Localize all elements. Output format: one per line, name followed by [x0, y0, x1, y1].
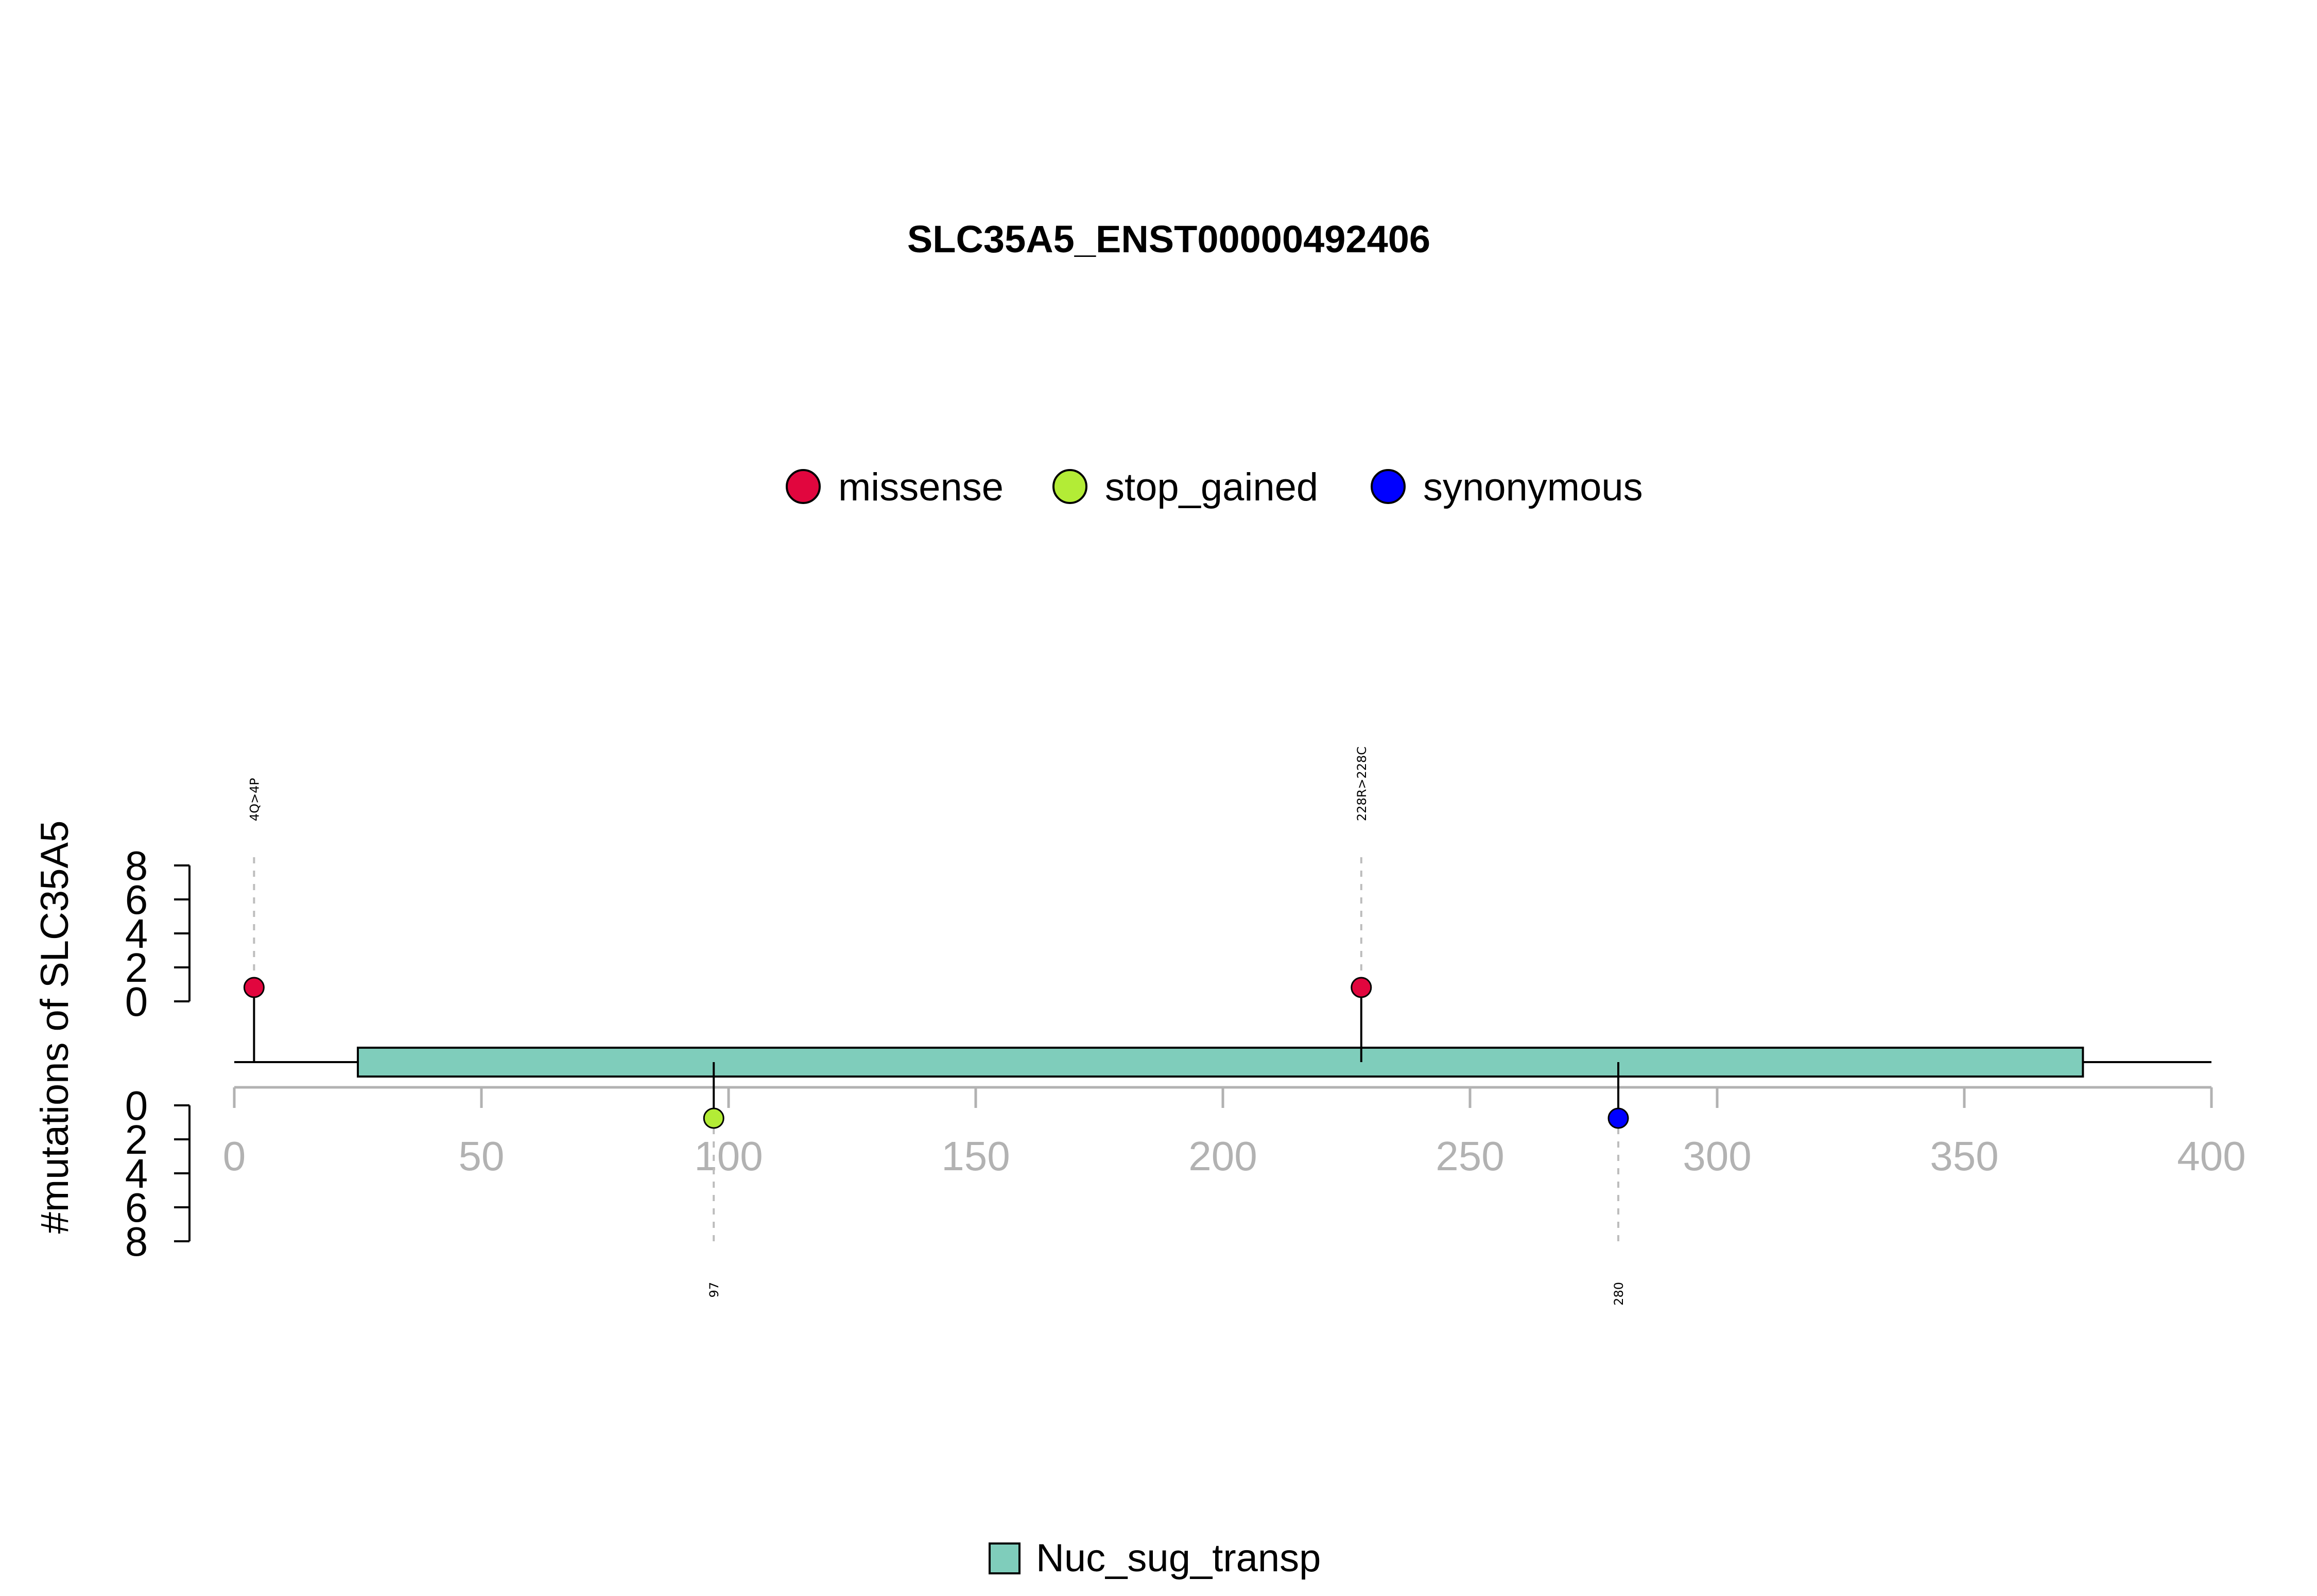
- mutation-point: [243, 977, 265, 998]
- x-tick-label: 50: [459, 1133, 505, 1179]
- x-axis: 0 50 100 150 200 250 300 350 400: [223, 1086, 2246, 1179]
- mutation-label: 97: [707, 1282, 721, 1298]
- domain-legend-swatch: [989, 1542, 1021, 1574]
- y-tick-label-bottom: 4: [125, 1151, 148, 1196]
- y-tick-label-bottom: 2: [125, 1117, 148, 1163]
- legend-item-stop_gained: stop_gained: [1052, 465, 1318, 509]
- mutation-missense: 228R>228C: [1351, 747, 1372, 1062]
- y-tick-label-bottom: 6: [125, 1185, 148, 1230]
- y-tick-label-bottom: 8: [125, 1219, 148, 1264]
- y-axis-label: #mutations of SLC35A5: [33, 821, 77, 1234]
- mutation-point: [703, 1107, 724, 1129]
- x-tick-label: 0: [223, 1133, 246, 1179]
- y-tick-label-top: 4: [125, 911, 148, 957]
- mutation-missense: 4Q>4P: [243, 778, 265, 1062]
- legend: missense stop_gained synonymous: [786, 465, 1643, 509]
- x-tick-label: 150: [941, 1133, 1010, 1179]
- domain-legend-item: Nuc_sug_transp: [989, 1536, 1321, 1580]
- domain-Nuc_sug_transp: [357, 1047, 2084, 1078]
- x-tick-label: 400: [2177, 1133, 2245, 1179]
- y-tick-label-top: 0: [125, 979, 148, 1025]
- legend-marker: [1052, 469, 1087, 504]
- mutation-synonymous: 280: [1607, 1062, 1629, 1306]
- legend-item-missense: missense: [786, 465, 1004, 509]
- y-tick-label-top: 2: [125, 945, 148, 991]
- x-tick-label: 250: [1436, 1133, 1504, 1179]
- legend-item-synonymous: synonymous: [1371, 465, 1643, 509]
- mutation-point: [1351, 977, 1372, 998]
- x-tick-label: 100: [694, 1133, 763, 1179]
- mutation-label: 228R>228C: [1355, 747, 1369, 821]
- mutation-stop_gained: 97: [703, 1062, 724, 1298]
- legend-label: missense: [838, 465, 1004, 509]
- legend-marker: [1371, 469, 1406, 504]
- legend-label: stop_gained: [1105, 465, 1318, 509]
- y-tick-label-top: 8: [125, 843, 148, 889]
- x-tick-label: 350: [1930, 1133, 1998, 1179]
- mutation-point: [1607, 1107, 1629, 1129]
- x-tick-label: 200: [1188, 1133, 1257, 1179]
- domain-legend-label: Nuc_sug_transp: [1036, 1536, 1321, 1580]
- mutation-label: 4Q>4P: [247, 778, 262, 821]
- domain-legend: Nuc_sug_transp: [989, 1536, 1321, 1580]
- mutation-label: 280: [1612, 1282, 1626, 1306]
- legend-marker: [786, 469, 821, 504]
- chart-title: SLC35A5_ENST00000492406: [907, 218, 1430, 261]
- y-tick-label-bottom: 0: [125, 1083, 148, 1129]
- y-tick-label-top: 6: [125, 877, 148, 923]
- legend-label: synonymous: [1423, 465, 1643, 509]
- x-tick-label: 300: [1683, 1133, 1751, 1179]
